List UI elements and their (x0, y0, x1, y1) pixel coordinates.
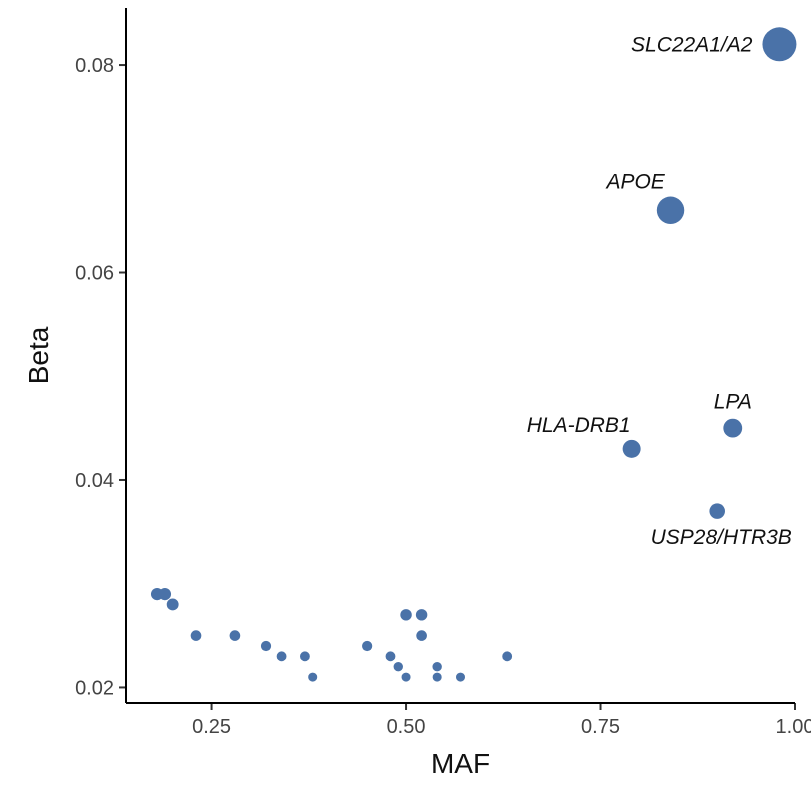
data-point (308, 672, 318, 682)
data-point (416, 630, 427, 641)
y-tick-label: 0.02 (75, 677, 114, 699)
point-label: APOE (604, 171, 665, 194)
data-point (300, 651, 310, 662)
data-point (762, 27, 797, 62)
data-point (709, 503, 725, 519)
data-point (432, 661, 442, 672)
data-point (432, 672, 442, 682)
point-label: SLC22A1/A2 (631, 33, 753, 56)
data-point (276, 651, 287, 662)
data-point (393, 661, 403, 672)
x-tick-label: 0.25 (192, 716, 231, 738)
data-point (456, 672, 465, 682)
points-layer (150, 27, 797, 682)
y-axis-ticks: 0.02 0.04 0.06 0.08 (75, 55, 126, 699)
data-point (401, 672, 411, 682)
data-point (656, 196, 685, 224)
y-tick-label: 0.04 (75, 470, 114, 492)
data-point (415, 609, 428, 621)
data-point (260, 640, 272, 652)
point-labels: HLA-DRB1 APOE USP28/HTR3B LPA SLC22A1/A2 (527, 33, 792, 549)
data-point (166, 598, 179, 611)
x-axis-ticks: 0.25 0.50 0.75 1.00 (192, 703, 811, 738)
data-point (158, 587, 172, 601)
data-point (362, 640, 373, 652)
point-label: USP28/HTR3B (651, 526, 792, 549)
x-tick-label: 1.00 (776, 716, 811, 738)
point-label: HLA-DRB1 (527, 414, 631, 437)
data-point (190, 630, 202, 641)
x-tick-label: 0.50 (387, 716, 426, 738)
y-tick-label: 0.08 (75, 55, 114, 77)
data-point (723, 418, 743, 438)
data-point (229, 630, 241, 641)
y-tick-label: 0.06 (75, 263, 114, 285)
data-point (502, 651, 513, 662)
data-point (385, 651, 396, 662)
data-point (400, 609, 412, 621)
data-point (622, 439, 641, 458)
x-tick-label: 0.75 (581, 716, 620, 738)
x-axis-title: MAF (431, 748, 490, 779)
y-axis-title: Beta (23, 326, 54, 384)
point-label: LPA (714, 391, 752, 414)
